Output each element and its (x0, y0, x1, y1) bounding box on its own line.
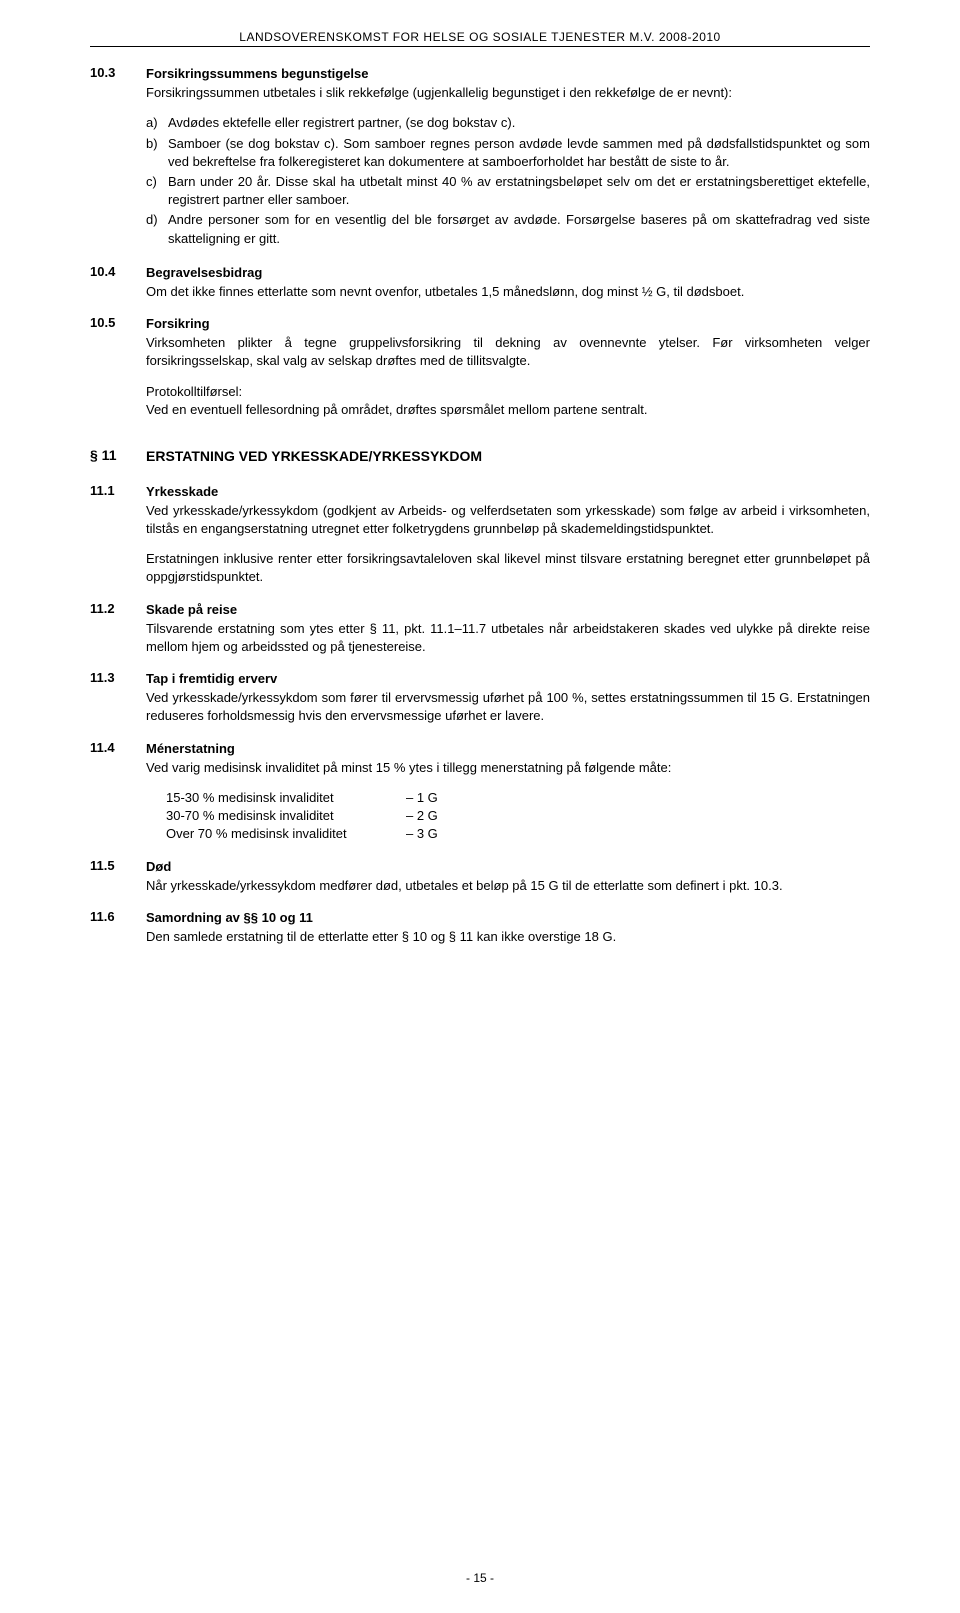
paragraph: Forsikringssummen utbetales i slik rekke… (146, 84, 870, 102)
section-heading: Tap i fremtidig erverv (146, 670, 870, 688)
paragraph: Ved yrkesskade/yrkessykdom som fører til… (146, 689, 870, 725)
section-heading: Forsikringssummens begunstigelse (146, 65, 870, 83)
list-marker: c) (146, 173, 168, 209)
section-10-3: 10.3 Forsikringssummens begunstigelse Fo… (90, 65, 870, 250)
section-number: 11.1 (90, 483, 146, 587)
section-heading: Yrkesskade (146, 483, 870, 501)
section-body: Skade på reise Tilsvarende erstatning so… (146, 601, 870, 657)
section-heading: Skade på reise (146, 601, 870, 619)
section-11-1: 11.1 Yrkesskade Ved yrkesskade/yrkessykd… (90, 483, 870, 587)
section-10-4: 10.4 Begravelsesbidrag Om det ikke finne… (90, 264, 870, 301)
section-11-4: 11.4 Ménerstatning Ved varig medisinsk i… (90, 740, 870, 844)
section-body: ERSTATNING VED YRKESSKADE/YRKESSYKDOM (146, 447, 870, 467)
list-item: d) Andre personer som for en vesentlig d… (146, 211, 870, 247)
section-number: 11.5 (90, 858, 146, 895)
paragraph: Protokolltilførsel: Ved en eventuell fel… (146, 383, 870, 419)
list-text: Samboer (se dog bokstav c). Som samboer … (168, 135, 870, 171)
section-11: § 11 ERSTATNING VED YRKESSKADE/YRKESSYKD… (90, 447, 870, 467)
section-heading: Ménerstatning (146, 740, 870, 758)
section-number: 11.4 (90, 740, 146, 844)
section-body: Yrkesskade Ved yrkesskade/yrkessykdom (g… (146, 483, 870, 587)
section-body: Tap i fremtidig erverv Ved yrkesskade/yr… (146, 670, 870, 726)
section-11-2: 11.2 Skade på reise Tilsvarende erstatni… (90, 601, 870, 657)
table-cell: 15-30 % medisinsk invaliditet (166, 789, 406, 807)
protocol-label: Protokolltilførsel: (146, 384, 242, 399)
section-number: 11.3 (90, 670, 146, 726)
paragraph: Den samlede erstatning til de etterlatte… (146, 928, 870, 946)
section-number: 10.5 (90, 315, 146, 419)
list-item: b) Samboer (se dog bokstav c). Som sambo… (146, 135, 870, 171)
list-marker: d) (146, 211, 168, 247)
section-number: 10.4 (90, 264, 146, 301)
list-text: Avdødes ektefelle eller registrert partn… (168, 114, 870, 132)
page-header: LANDSOVERENSKOMST FOR HELSE OG SOSIALE T… (90, 30, 870, 47)
section-11-3: 11.3 Tap i fremtidig erverv Ved yrkesska… (90, 670, 870, 726)
page-number: - 15 - (0, 1571, 960, 1585)
section-heading: Samordning av §§ 10 og 11 (146, 909, 870, 927)
paragraph: Ved yrkesskade/yrkessykdom (godkjent av … (146, 502, 870, 538)
section-11-5: 11.5 Død Når yrkesskade/yrkessykdom medf… (90, 858, 870, 895)
section-body: Ménerstatning Ved varig medisinsk invali… (146, 740, 870, 844)
list-text: Andre personer som for en vesentlig del … (168, 211, 870, 247)
section-heading: Begravelsesbidrag (146, 264, 870, 282)
paragraph: Tilsvarende erstatning som ytes etter § … (146, 620, 870, 656)
table-cell: – 1 G (406, 789, 466, 807)
section-number: 10.3 (90, 65, 146, 250)
table-cell: – 2 G (406, 807, 466, 825)
paragraph: Ved varig medisinsk invaliditet på minst… (146, 759, 870, 777)
table-cell: Over 70 % medisinsk invaliditet (166, 825, 406, 843)
table-row: 15-30 % medisinsk invaliditet – 1 G (166, 789, 870, 807)
section-heading: Død (146, 858, 870, 876)
table-cell: 30-70 % medisinsk invaliditet (166, 807, 406, 825)
section-10-5: 10.5 Forsikring Virksomheten plikter å t… (90, 315, 870, 419)
list-text: Barn under 20 år. Disse skal ha utbetalt… (168, 173, 870, 209)
table-row: 30-70 % medisinsk invaliditet – 2 G (166, 807, 870, 825)
section-number: 11.6 (90, 909, 146, 946)
table-row: Over 70 % medisinsk invaliditet – 3 G (166, 825, 870, 843)
protocol-text: Ved en eventuell fellesordning på område… (146, 402, 647, 417)
list-item: c) Barn under 20 år. Disse skal ha utbet… (146, 173, 870, 209)
list-marker: b) (146, 135, 168, 171)
paragraph: Erstatningen inklusive renter etter fors… (146, 550, 870, 586)
section-11-6: 11.6 Samordning av §§ 10 og 11 Den samle… (90, 909, 870, 946)
section-body: Død Når yrkesskade/yrkessykdom medfører … (146, 858, 870, 895)
paragraph: Når yrkesskade/yrkessykdom medfører død,… (146, 877, 870, 895)
paragraph: Virksomheten plikter å tegne gruppelivsf… (146, 334, 870, 370)
section-number: 11.2 (90, 601, 146, 657)
list-marker: a) (146, 114, 168, 132)
section-body: Samordning av §§ 10 og 11 Den samlede er… (146, 909, 870, 946)
paragraph: Om det ikke finnes etterlatte som nevnt … (146, 283, 870, 301)
section-number: § 11 (90, 447, 146, 467)
list-item: a) Avdødes ektefelle eller registrert pa… (146, 114, 870, 132)
section-body: Begravelsesbidrag Om det ikke finnes ett… (146, 264, 870, 301)
section-body: Forsikringssummens begunstigelse Forsikr… (146, 65, 870, 250)
table-cell: – 3 G (406, 825, 466, 843)
page: LANDSOVERENSKOMST FOR HELSE OG SOSIALE T… (0, 0, 960, 1613)
section-heading: ERSTATNING VED YRKESSKADE/YRKESSYKDOM (146, 447, 870, 467)
section-body: Forsikring Virksomheten plikter å tegne … (146, 315, 870, 419)
section-heading: Forsikring (146, 315, 870, 333)
invaliditet-table: 15-30 % medisinsk invaliditet – 1 G 30-7… (166, 789, 870, 844)
